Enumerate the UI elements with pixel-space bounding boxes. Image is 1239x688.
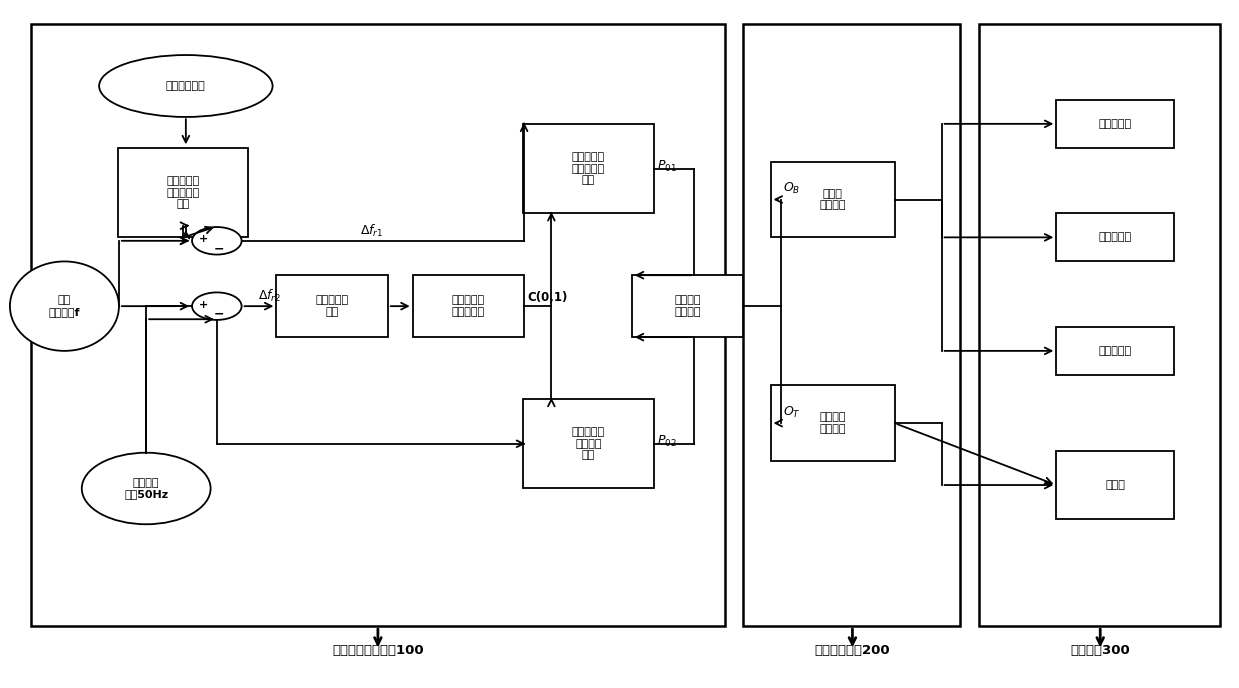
Bar	[771, 162, 895, 237]
Bar	[523, 124, 654, 213]
Bar	[276, 275, 388, 337]
Text: 电网
实际频率f: 电网 实际频率f	[48, 295, 81, 317]
Bar	[1056, 451, 1173, 519]
Bar	[743, 24, 960, 626]
Text: 不等率负荷
指令计算
单元: 不等率负荷 指令计算 单元	[572, 427, 605, 460]
Text: 系统功率缺额: 系统功率缺额	[166, 81, 206, 91]
Text: +: +	[198, 300, 208, 310]
Ellipse shape	[82, 453, 211, 524]
Text: 绝对值计算
单元: 绝对值计算 单元	[316, 295, 348, 317]
Text: 汽轮机子
控制系统: 汽轮机子 控制系统	[819, 412, 846, 434]
Bar	[1056, 327, 1173, 375]
Text: 下坠特性基
准频率计算
单元: 下坠特性基 准频率计算 单元	[167, 176, 199, 209]
Text: 机炉负荷
控制单元: 机炉负荷 控制单元	[674, 295, 701, 317]
Bar	[413, 275, 524, 337]
Text: $O_T$: $O_T$	[783, 405, 800, 420]
Text: 汽轮机: 汽轮机	[1105, 480, 1125, 490]
Ellipse shape	[10, 261, 119, 351]
Text: 基础控制部分200: 基础控制部分200	[814, 644, 891, 656]
Bar	[1056, 213, 1173, 261]
Ellipse shape	[99, 55, 273, 117]
Text: $\Delta f_{r2}$: $\Delta f_{r2}$	[258, 288, 281, 304]
Text: 下垂控制负
荷指令计算
单元: 下垂控制负 荷指令计算 单元	[572, 152, 605, 185]
Text: −: −	[214, 308, 224, 321]
Text: $\Delta f_{r1}$: $\Delta f_{r1}$	[361, 223, 383, 239]
Circle shape	[192, 227, 242, 255]
Bar	[523, 399, 654, 488]
Text: $O_B$: $O_B$	[783, 181, 800, 196]
Bar	[31, 24, 725, 626]
Bar	[1056, 100, 1173, 148]
Text: C(0,1): C(0,1)	[528, 291, 569, 304]
Bar	[119, 148, 248, 237]
Text: 锅炉子
控制系统: 锅炉子 控制系统	[819, 189, 846, 211]
Text: $P_{01}$: $P_{01}$	[657, 159, 676, 174]
Text: −: −	[214, 243, 224, 255]
Bar	[632, 275, 743, 337]
Text: 额定基准
频率50Hz: 额定基准 频率50Hz	[124, 477, 169, 499]
Text: +: +	[198, 235, 208, 244]
Text: 负荷协调控制部分100: 负荷协调控制部分100	[332, 644, 424, 656]
Text: 送燃机电机: 送燃机电机	[1099, 119, 1131, 129]
Text: $P_{02}$: $P_{02}$	[657, 434, 676, 449]
Text: 频率变化范
围判断单元: 频率变化范 围判断单元	[452, 295, 484, 317]
Text: 送风机电机: 送风机电机	[1099, 346, 1131, 356]
Bar	[979, 24, 1220, 626]
Text: 锅炉给水泵: 锅炉给水泵	[1099, 233, 1131, 242]
Bar	[771, 385, 895, 461]
Text: 机组部分300: 机组部分300	[1070, 644, 1130, 656]
Circle shape	[192, 292, 242, 320]
